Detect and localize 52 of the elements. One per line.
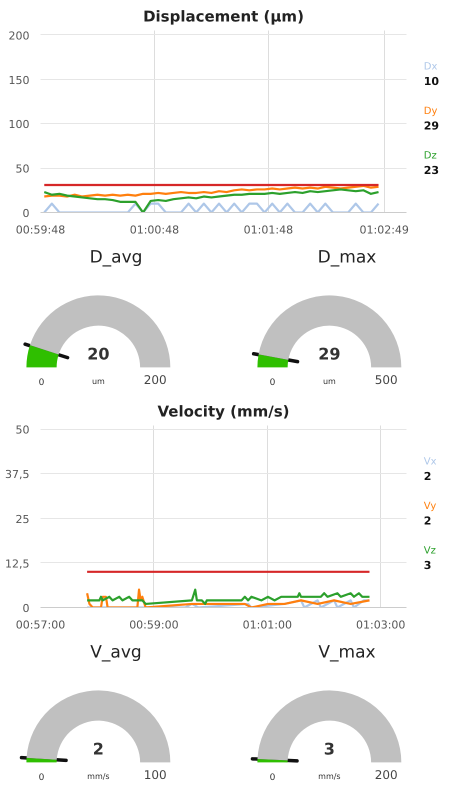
x-tick-label: 01:01:48 — [244, 224, 294, 236]
y-tick-label: 50 — [16, 424, 30, 437]
text: Vz — [424, 546, 436, 557]
text: Dx — [424, 61, 438, 72]
text: 200 — [374, 768, 398, 782]
text: 200 — [144, 372, 167, 387]
text: 0 — [270, 772, 276, 783]
text: 3 — [324, 739, 335, 758]
y-tick-label: 100 — [8, 118, 30, 132]
chart-title: D_avg — [90, 248, 142, 268]
y-tick-label: 0 — [22, 602, 30, 615]
text: 0 — [270, 378, 276, 388]
x-tick-label: 01:00:48 — [130, 224, 180, 236]
y-tick-label: 50 — [16, 162, 30, 176]
text: Vy — [424, 500, 436, 512]
y-tick-label: 0 — [22, 207, 30, 220]
text: 29 — [318, 344, 340, 364]
y-tick-label: 25 — [16, 512, 30, 526]
text: 2 — [424, 470, 432, 484]
y-tick-label: 37,5 — [5, 468, 30, 482]
text: 0 — [38, 378, 45, 388]
text: 23 — [424, 164, 440, 178]
text: mm/s — [318, 772, 341, 781]
x-tick-label: 00:59:00 — [129, 618, 179, 632]
chart-title: V_max — [318, 642, 376, 662]
chart-title: Velocity (mm/s) — [158, 402, 290, 420]
text: um — [92, 376, 106, 386]
text: 10 — [424, 75, 440, 88]
chart-title: V_avg — [90, 642, 142, 662]
text: 2 — [424, 514, 432, 528]
text: 29 — [424, 120, 440, 133]
x-tick-label: 00:57:00 — [16, 618, 66, 632]
text: 3 — [424, 559, 432, 572]
chart-title: D_max — [318, 248, 376, 268]
y-tick-label: 150 — [8, 74, 30, 87]
chart-title: Displacement (µm) — [143, 8, 304, 26]
x-tick-label: 00:59:48 — [16, 224, 66, 236]
text: mm/s — [87, 772, 110, 781]
text: Dy — [424, 106, 438, 117]
text: 20 — [87, 344, 110, 364]
y-tick-label: 200 — [8, 29, 30, 42]
text: 2 — [92, 739, 104, 758]
y-tick-label: 12,5 — [5, 557, 30, 570]
text: 0 — [38, 772, 45, 783]
text: Dz — [424, 150, 437, 162]
x-tick-label: 01:01:00 — [242, 618, 292, 632]
x-tick-label: 01:02:49 — [360, 224, 409, 236]
x-tick-label: 01:03:00 — [356, 618, 406, 632]
text: um — [322, 376, 336, 386]
text: 100 — [144, 768, 167, 782]
text: 500 — [374, 372, 398, 387]
text: Vx — [424, 456, 437, 468]
